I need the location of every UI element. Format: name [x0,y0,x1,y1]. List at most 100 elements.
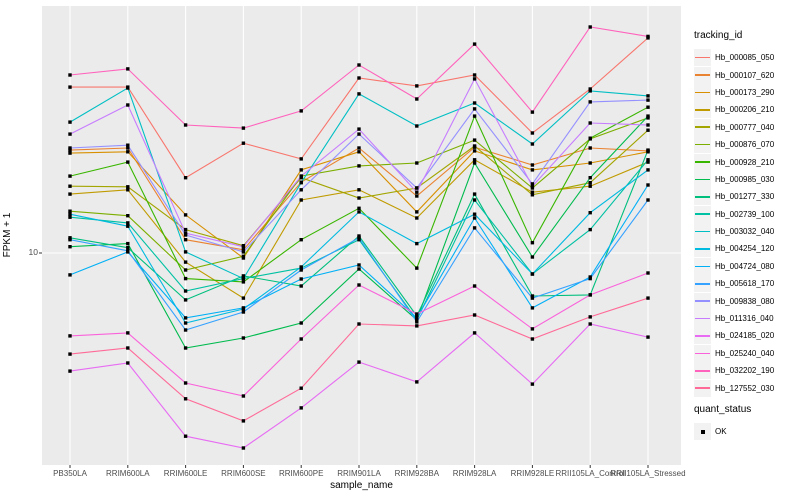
legend-item-label: Hb_032202_190 [715,366,775,376]
legend-key-box [694,344,711,362]
legend-item-Hb_005618_170: Hb_005618_170 [694,275,800,293]
legend-key-box [694,362,711,380]
legend-item-label: Hb_002739_100 [715,209,775,219]
data-point-Hb_025240_040 [68,334,72,338]
data-point-Hb_004254_120 [415,241,419,246]
data-point-Hb_000206_210 [299,198,303,202]
data-point-Hb_005618_170 [588,276,592,281]
data-point-Hb_024185_020 [183,434,188,438]
legend-line-swatch-icon [695,143,710,146]
legend-item-Hb_009838_080: Hb_009838_080 [694,292,800,310]
data-point-Hb_004724_080 [415,316,419,320]
data-point-Hb_000206_210 [472,158,477,162]
data-point-Hb_000206_210 [588,184,592,188]
legend-title-quant-status: quant_status [694,403,752,415]
data-point-Hb_000928_210 [588,136,592,140]
data-point-Hb_025240_040 [126,331,130,335]
legend-item-Hb_000777_040: Hb_000777_040 [694,118,800,136]
data-point-Hb_127552_030 [357,322,361,326]
data-point-Hb_024185_020 [415,380,419,384]
data-point-Hb_004254_120 [299,265,303,269]
data-point-Hb_024185_020 [126,361,130,365]
data-point-Hb_000777_040 [126,185,130,189]
data-point-Hb_000173_290 [415,210,419,214]
data-point-Hb_024185_020 [241,446,246,450]
x-tick-label-RRIM600LA: RRIM600LA [106,469,150,478]
data-point-Hb_000928_210 [299,238,303,242]
data-point-Hb_000985_030 [588,176,592,180]
legend-line-swatch-icon [695,248,710,250]
legend-line-swatch-icon [695,300,710,302]
data-point-Hb_000085_050 [357,76,361,80]
data-point-Hb_000876_070 [241,254,246,258]
data-point-Hb_000985_030 [472,161,477,165]
data-point-Hb_009838_080 [299,188,303,192]
data-point-Hb_005618_170 [415,320,419,324]
data-point-Hb_024185_020 [299,406,303,410]
data-point-Hb_004724_080 [357,263,361,267]
data-point-Hb_000206_210 [241,296,246,300]
data-point-Hb_009838_080 [415,186,419,190]
legend-key-box [694,275,711,293]
data-point-Hb_032202_190 [126,67,130,71]
data-point-Hb_000928_210 [646,105,650,109]
data-point-Hb_000173_290 [588,161,592,165]
data-point-Hb_000107_620 [183,238,188,242]
data-point-Hb_005618_170 [530,296,535,300]
data-point-Hb_000777_040 [472,144,477,148]
data-point-Hb_000928_210 [126,160,130,164]
legend-line-swatch-icon [695,126,710,129]
data-point-Hb_005618_170 [241,310,246,314]
x-tick-label-RRII105LA_Stressed: RRII105LA_Stressed [610,469,686,478]
data-point-Hb_000206_210 [183,260,188,264]
data-point-Hb_005618_170 [126,249,130,253]
data-point-Hb_011316_040 [299,174,303,178]
data-point-Hb_000107_620 [126,146,130,150]
data-point-Hb_003032_040 [183,250,188,254]
data-point-Hb_000085_050 [588,87,592,91]
data-point-Hb_025240_040 [241,394,246,398]
legend-item-quant-ok: OK [694,423,800,440]
data-point-Hb_002739_100 [68,215,72,219]
legend-line-swatch-icon [695,196,710,198]
legend-item-label: Hb_000173_290 [715,87,775,97]
data-point-Hb_024185_020 [646,335,650,339]
data-point-Hb_000928_210 [472,114,477,118]
data-point-Hb_005618_170 [646,198,650,202]
data-point-Hb_011316_040 [646,123,650,127]
data-point-Hb_000107_620 [588,146,592,150]
data-point-Hb_000085_050 [68,85,72,89]
data-point-Hb_004254_120 [68,212,72,216]
legend-line-swatch-icon [695,178,710,181]
data-point-Hb_032202_190 [299,109,303,113]
data-point-Hb_000173_290 [183,213,188,217]
data-point-Hb_032202_190 [357,63,361,67]
data-point-Hb_000777_040 [588,181,592,185]
data-point-Hb_002739_100 [415,318,419,322]
data-point-Hb_003032_040 [530,142,535,146]
data-point-Hb_001277_330 [126,246,130,250]
data-point-Hb_000107_620 [68,148,72,152]
data-point-Hb_032202_190 [415,97,419,101]
data-point-Hb_000985_030 [126,241,130,246]
data-point-Hb_004724_080 [183,316,188,320]
legend-item-Hb_001277_330: Hb_001277_330 [694,188,800,206]
data-point-Hb_004254_120 [357,210,361,214]
data-point-Hb_004724_080 [299,277,303,281]
data-point-Hb_000985_030 [530,255,535,259]
data-point-Hb_001277_330 [530,294,535,298]
data-point-Hb_000928_210 [68,174,72,178]
legend-key-box [694,83,711,101]
data-point-Hb_032202_190 [646,34,650,39]
data-point-Hb_000173_290 [299,168,303,172]
x-tick-label-RRIM600SE: RRIM600SE [221,469,266,478]
data-point-Hb_000928_210 [241,280,246,284]
data-point-Hb_024185_020 [530,382,535,386]
legend-key-box [694,327,711,345]
data-point-Hb_000928_210 [357,206,361,210]
data-point-Hb_000206_210 [126,188,130,192]
data-point-Hb_000085_050 [415,84,419,88]
legend-item-Hb_025240_040: Hb_025240_040 [694,344,800,362]
data-point-Hb_005618_170 [183,328,188,332]
